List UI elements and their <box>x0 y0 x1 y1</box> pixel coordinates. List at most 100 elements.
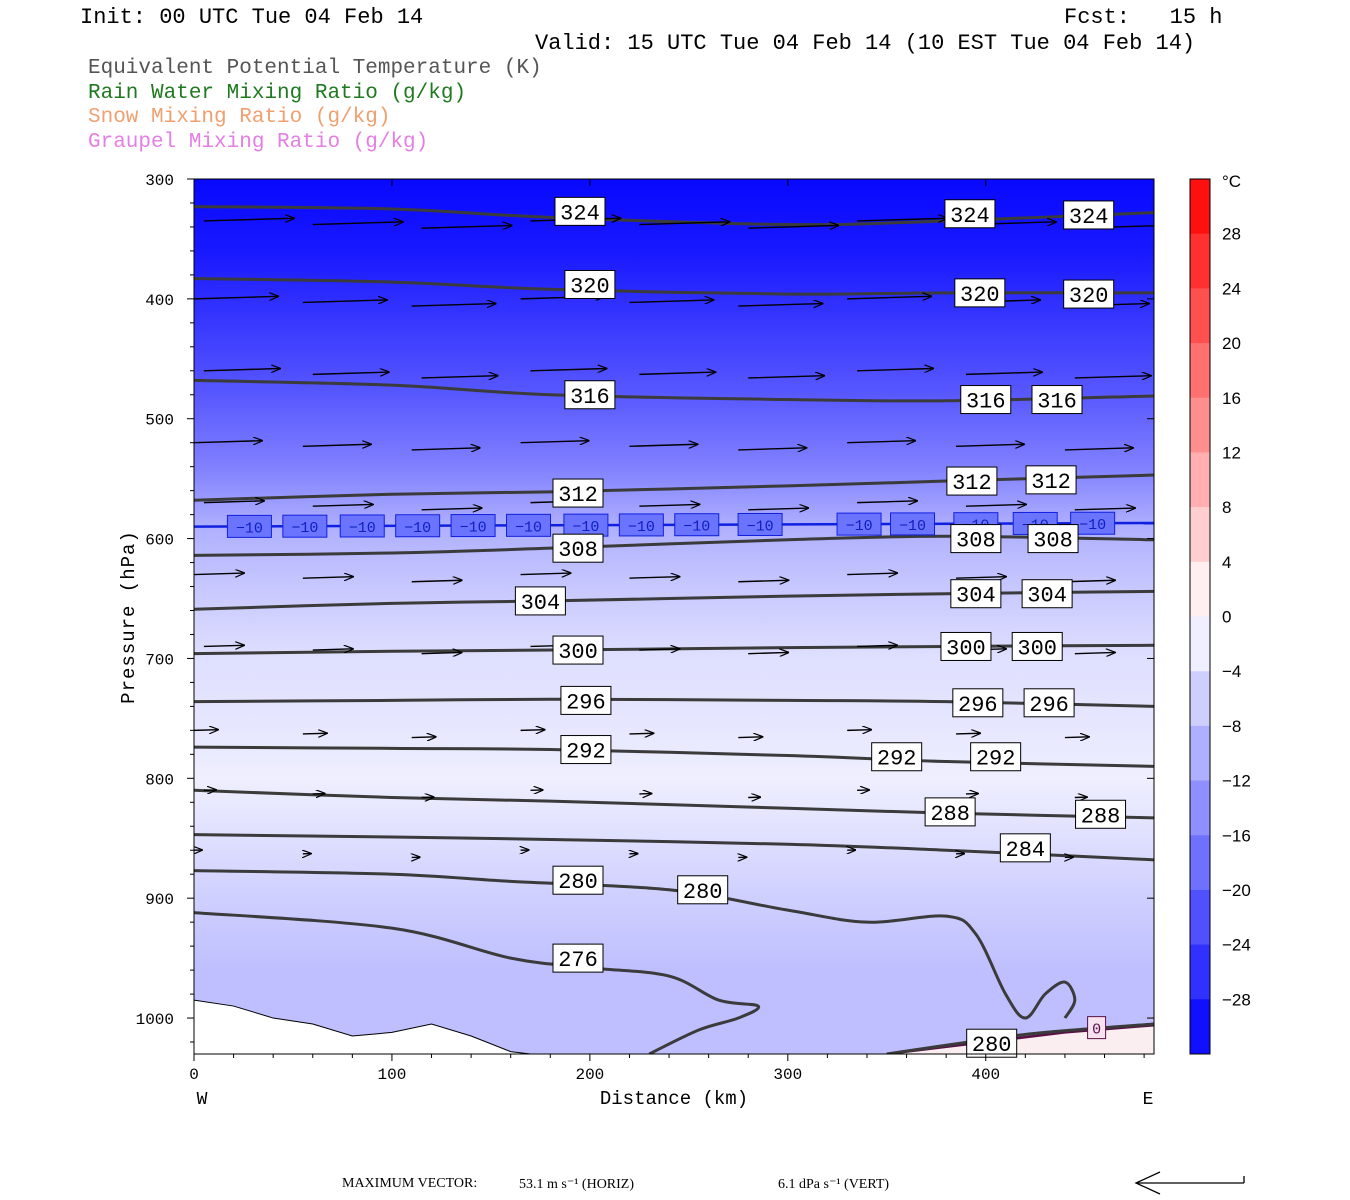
x-tick-label: 0 <box>189 1066 199 1084</box>
contour-label: 296 <box>566 690 606 715</box>
isotherm-label: −10 <box>460 520 487 537</box>
wind-vector <box>302 733 327 734</box>
contour-label-box <box>564 269 616 299</box>
contour-label-box <box>560 735 612 765</box>
wind-vector <box>1074 376 1151 378</box>
wind-vector <box>194 730 218 731</box>
colorbar-tick-label: −12 <box>1222 772 1251 791</box>
theta-e-contour-284 <box>194 833 1154 862</box>
wind-vector <box>203 369 280 371</box>
wind-vector <box>203 218 294 221</box>
x-tick-label: 400 <box>971 1066 1000 1084</box>
wind-vector <box>411 580 462 582</box>
colorbar-tick-label: 8 <box>1222 498 1231 517</box>
contour-label-box <box>924 797 976 827</box>
wind-vector <box>203 645 244 646</box>
isotherm-label: −10 <box>899 518 926 535</box>
colorbar-segment <box>1190 671 1210 727</box>
wind-vector <box>194 573 244 575</box>
contour-label: 280 <box>558 870 598 895</box>
x-axis-east-label: E <box>1143 1090 1154 1110</box>
colorbar-tick-label: 28 <box>1222 225 1241 244</box>
contour-label-box <box>1063 279 1115 309</box>
isotherm-label-box <box>674 513 720 537</box>
wind-vector <box>847 730 871 731</box>
wind-vector <box>956 733 980 734</box>
colorbar-segment <box>1190 835 1210 891</box>
contour-label-box <box>677 875 729 905</box>
wind-vector <box>411 304 496 307</box>
colorbar-tick-label: −28 <box>1222 990 1251 1009</box>
contour-label: 280 <box>683 880 723 905</box>
wind-vector <box>1064 737 1089 738</box>
contour-label: 312 <box>952 471 992 496</box>
contour-label: 292 <box>566 740 606 765</box>
contour-label-box <box>940 631 992 661</box>
theta-e-contour-288 <box>194 788 1154 820</box>
contour-label: 312 <box>558 483 598 508</box>
wind-vector <box>421 508 482 510</box>
isotherm-label-box <box>226 514 272 538</box>
max-vector-label: MAXIMUM VECTOR: <box>342 1176 478 1191</box>
wind-vector <box>857 645 897 646</box>
wind-vector <box>520 730 545 731</box>
minus-ten-isotherm: −10−10−10−10−10−10−10−10−10−10−10−10−10−… <box>194 511 1154 538</box>
y-tick-label: 500 <box>145 412 174 430</box>
wind-vector <box>847 441 915 443</box>
isotherm-label: −10 <box>291 520 318 537</box>
contour-labels: 324 324 324 320 320 320 316 316 316 312 312 312 308 3… <box>514 196 1127 1058</box>
colorbar-segment <box>1190 233 1210 289</box>
contour-label: 304 <box>521 591 561 616</box>
wind-vector <box>857 218 947 221</box>
colorbar-segment <box>1190 944 1210 1000</box>
zero-label: 0 <box>1092 1022 1101 1039</box>
wind-vector <box>203 501 264 503</box>
contour-label: 324 <box>560 201 600 226</box>
wind-vector <box>748 376 824 378</box>
wind-vector <box>312 649 353 650</box>
contour-label: 300 <box>946 636 986 661</box>
contour-label: 316 <box>570 385 610 410</box>
legend-theta-e: Equivalent Potential Temperature (K) <box>88 57 542 80</box>
max-vector-horiz: 53.1 m s⁻¹ (HORIZ) <box>519 1177 635 1192</box>
isotherm-label-box <box>737 512 783 536</box>
isotherm-label-box <box>395 514 441 538</box>
isotherm-label: −10 <box>236 520 263 537</box>
isotherm-label: −10 <box>572 519 599 536</box>
wind-vector <box>302 577 353 579</box>
y-tick-label: 400 <box>145 292 174 310</box>
contour-label-box <box>552 478 604 508</box>
isotherm-label: −10 <box>683 519 710 536</box>
contour-label-box <box>966 1028 1018 1058</box>
wind-vector <box>411 737 436 738</box>
contour-label: 292 <box>877 747 917 772</box>
wind-vector <box>629 577 679 579</box>
colorbar-tick-label: −4 <box>1222 662 1241 681</box>
isotherm-label: −10 <box>515 519 542 536</box>
wind-vector <box>857 501 917 503</box>
forecast-hour: Fcst: 15 h <box>1064 5 1223 30</box>
y-tick-label: 600 <box>145 532 174 550</box>
contour-label: 320 <box>960 283 1000 308</box>
theta-e-contour-276 <box>194 911 761 1054</box>
isotherm-label: −10 <box>1079 517 1106 534</box>
contour-label-box <box>952 688 1004 718</box>
wind-vector <box>639 504 699 506</box>
wind-vector <box>748 652 788 653</box>
colorbar-segment <box>1190 780 1210 836</box>
wind-vector <box>965 504 1026 506</box>
wind-vector <box>530 369 606 371</box>
contour-label-box <box>960 385 1012 415</box>
y-tick-label: 1000 <box>136 1011 174 1029</box>
wind-vector <box>312 372 389 374</box>
colorbar-tick-label: −24 <box>1222 936 1251 955</box>
colorbar-segment <box>1190 343 1210 399</box>
wind-vector <box>312 504 373 506</box>
contour-label-box <box>950 524 1002 554</box>
contour-label: 316 <box>966 390 1006 415</box>
contour-label: 296 <box>958 693 998 718</box>
contour-label-box <box>1031 385 1083 415</box>
wind-vector <box>520 573 571 575</box>
isotherm-label: −10 <box>747 518 774 535</box>
contour-label: 296 <box>1029 693 1069 718</box>
